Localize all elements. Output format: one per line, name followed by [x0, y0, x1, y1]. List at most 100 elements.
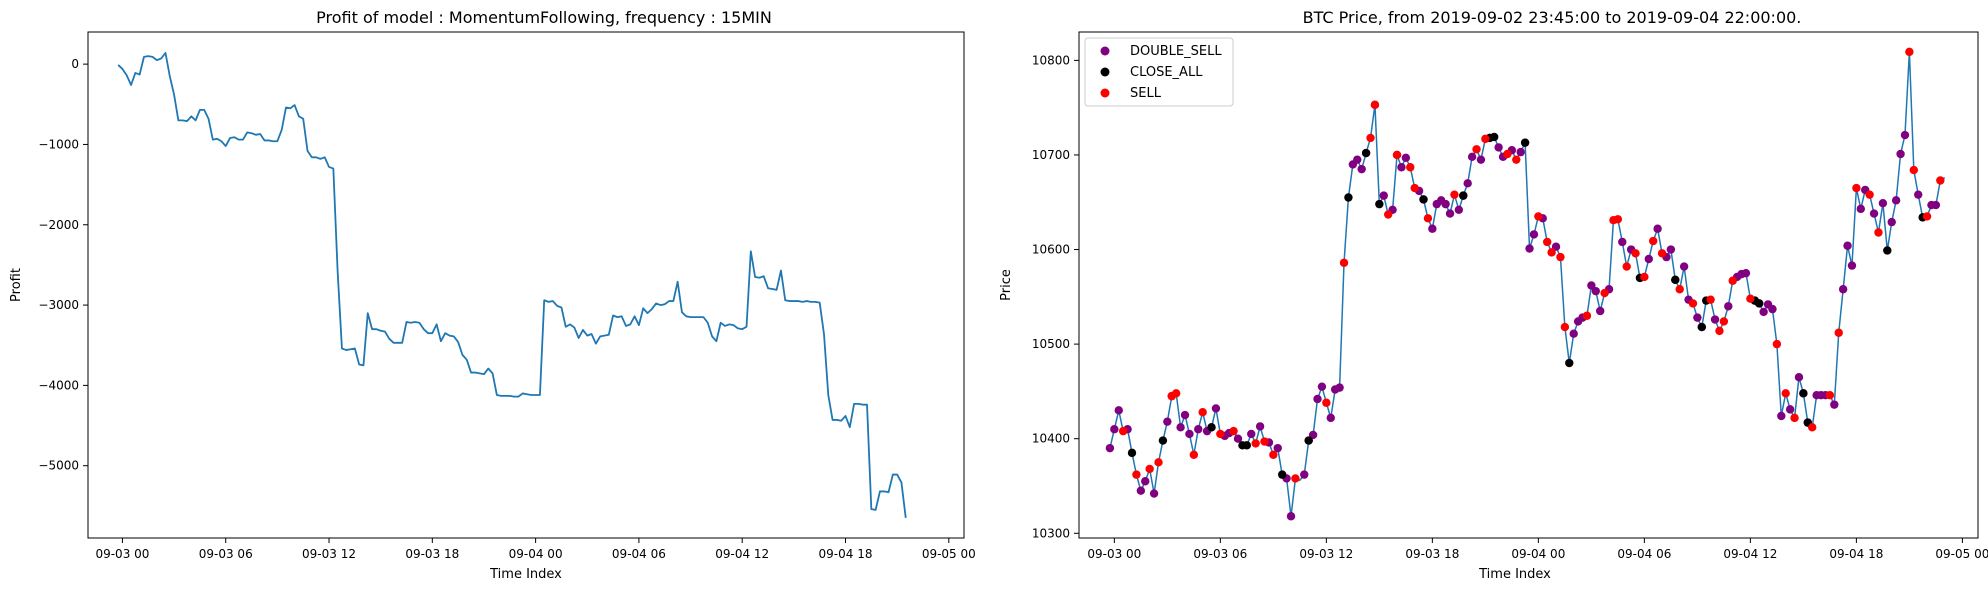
x-axis-label: Time Index: [1478, 567, 1551, 582]
x-tick-label: 09-05 00: [922, 547, 976, 561]
signal-point-double-sell: [1914, 190, 1923, 199]
signal-point-double-sell: [1397, 163, 1406, 172]
signal-point-sell: [1450, 190, 1459, 199]
signal-point-double-sell: [1768, 304, 1777, 314]
signal-point-double-sell: [1494, 143, 1503, 152]
legend: DOUBLE_SELL CLOSE_ALL SELL: [1084, 37, 1234, 107]
signal-point-double-sell: [1856, 204, 1866, 214]
signal-point-sell: [1649, 236, 1658, 246]
signal-point-sell: [1688, 299, 1698, 308]
x-tick-label: 09-03 00: [1087, 547, 1141, 561]
x-tick-label: 09-04 18: [1829, 547, 1883, 561]
signal-point-sell: [1118, 426, 1128, 436]
signal-point-double-sell: [1326, 413, 1335, 423]
signal-point-sell: [1905, 47, 1914, 57]
signal-point-sell: [1582, 311, 1592, 320]
y-tick-label: 10800: [1032, 53, 1070, 67]
signal-point-double-sell: [1759, 307, 1768, 317]
x-tick-label: 09-03 00: [95, 547, 149, 561]
signal-point-sell: [1675, 285, 1684, 294]
signal-point-close-all: [1207, 423, 1216, 432]
signal-point-sell: [1512, 155, 1521, 164]
signal-point-sell: [1410, 183, 1419, 193]
plot-frame: [1078, 31, 1979, 539]
signal-point-double-sell: [1445, 209, 1455, 218]
signal-point-sell: [1543, 237, 1552, 247]
signal-point-close-all: [1671, 275, 1680, 284]
signal-point-double-sell: [1335, 383, 1344, 392]
signal-point-close-all: [1277, 470, 1287, 479]
legend-marker-close-all: [1100, 67, 1110, 77]
signal-point-double-sell: [1679, 262, 1689, 271]
signal-point-double-sell: [1900, 130, 1910, 140]
signal-point-double-sell: [1313, 394, 1322, 404]
signal-point-sell: [1622, 262, 1631, 271]
signal-point-sell: [1865, 190, 1874, 199]
signal-point-sell: [1600, 288, 1609, 298]
x-tick-label: 09-03 06: [199, 547, 253, 561]
signal-point-sell: [1366, 133, 1375, 143]
signal-point-sell: [1922, 212, 1932, 221]
x-axis-label: Time Index: [489, 567, 562, 582]
signal-point-double-sell: [1136, 486, 1146, 495]
signal-point-sell: [1198, 408, 1207, 417]
signal-point-double-sell: [1693, 313, 1702, 322]
signal-point-sell: [1383, 210, 1393, 219]
signal-point-double-sell: [1887, 217, 1896, 227]
signal-point-double-sell: [1830, 400, 1839, 409]
signal-point-sell: [1251, 439, 1260, 448]
signal-point-sell: [1560, 322, 1570, 332]
signal-point-double-sell: [1211, 404, 1221, 413]
signal-point-close-all: [1375, 199, 1384, 209]
y-tick-label: −2000: [38, 218, 79, 232]
x-tick-label: 09-04 18: [819, 547, 873, 561]
signal-point-double-sell: [1794, 373, 1804, 382]
signal-point-sell: [1781, 389, 1790, 398]
signal-point-sell: [1392, 150, 1402, 160]
signal-point-double-sell: [1618, 237, 1627, 247]
signal-point-double-sell: [1741, 268, 1751, 278]
signal-point-close-all: [1158, 436, 1168, 445]
x-tick-label: 09-03 12: [1299, 547, 1353, 561]
signal-point-sell: [1808, 423, 1817, 432]
x-tick-label: 09-03 18: [1405, 547, 1459, 561]
signal-point-sell: [1406, 163, 1415, 172]
signal-point-double-sell: [1255, 422, 1265, 431]
y-tick-label: −3000: [38, 298, 79, 312]
signal-point-double-sell: [1180, 410, 1190, 420]
signal-point-double-sell: [1105, 443, 1115, 453]
signal-point-double-sell: [1286, 512, 1296, 521]
signal-point-close-all: [1361, 148, 1371, 158]
x-tick-label: 09-04 12: [715, 547, 769, 561]
signal-point-sell: [1790, 413, 1799, 423]
signal-point-close-all: [1459, 191, 1468, 200]
signal-point-double-sell: [1653, 224, 1662, 233]
signal-point-sell: [1481, 134, 1490, 144]
y-tick-label: 10400: [1032, 432, 1070, 446]
signal-point-sell: [1746, 294, 1755, 303]
signal-point-double-sell: [1454, 205, 1464, 215]
profit-series-line: [117, 51, 907, 519]
signal-point-double-sell: [1163, 417, 1172, 426]
signal-point-sell: [1189, 450, 1199, 459]
x-tick-label: 09-03 06: [1193, 547, 1247, 561]
legend-marker-sell: [1100, 88, 1110, 98]
x-tick-label: 09-03 12: [302, 547, 356, 561]
signal-point-sell: [1269, 450, 1278, 459]
signal-point-double-sell: [1931, 200, 1941, 210]
y-tick-label: 10600: [1032, 243, 1070, 257]
signal-point-double-sell: [1591, 286, 1600, 296]
signal-point-close-all: [1565, 358, 1574, 368]
btc-price-chart: BTC Price, from 2019-09-02 23:45:00 to 2…: [999, 8, 1988, 582]
signal-point-sell: [1132, 470, 1141, 479]
plot-frame: [87, 31, 965, 539]
legend-label-close-all: CLOSE_ALL: [1130, 65, 1203, 80]
price-series-line: [1109, 51, 1946, 517]
signal-point-sell: [1631, 249, 1640, 258]
signal-point-close-all: [1883, 246, 1892, 255]
profit-chart: Profit of model : MomentumFollowing, fre…: [9, 8, 976, 582]
signal-point-double-sell: [1644, 254, 1653, 264]
x-tick-label: 09-04 00: [1511, 547, 1565, 561]
signal-point-double-sell: [1247, 429, 1256, 439]
